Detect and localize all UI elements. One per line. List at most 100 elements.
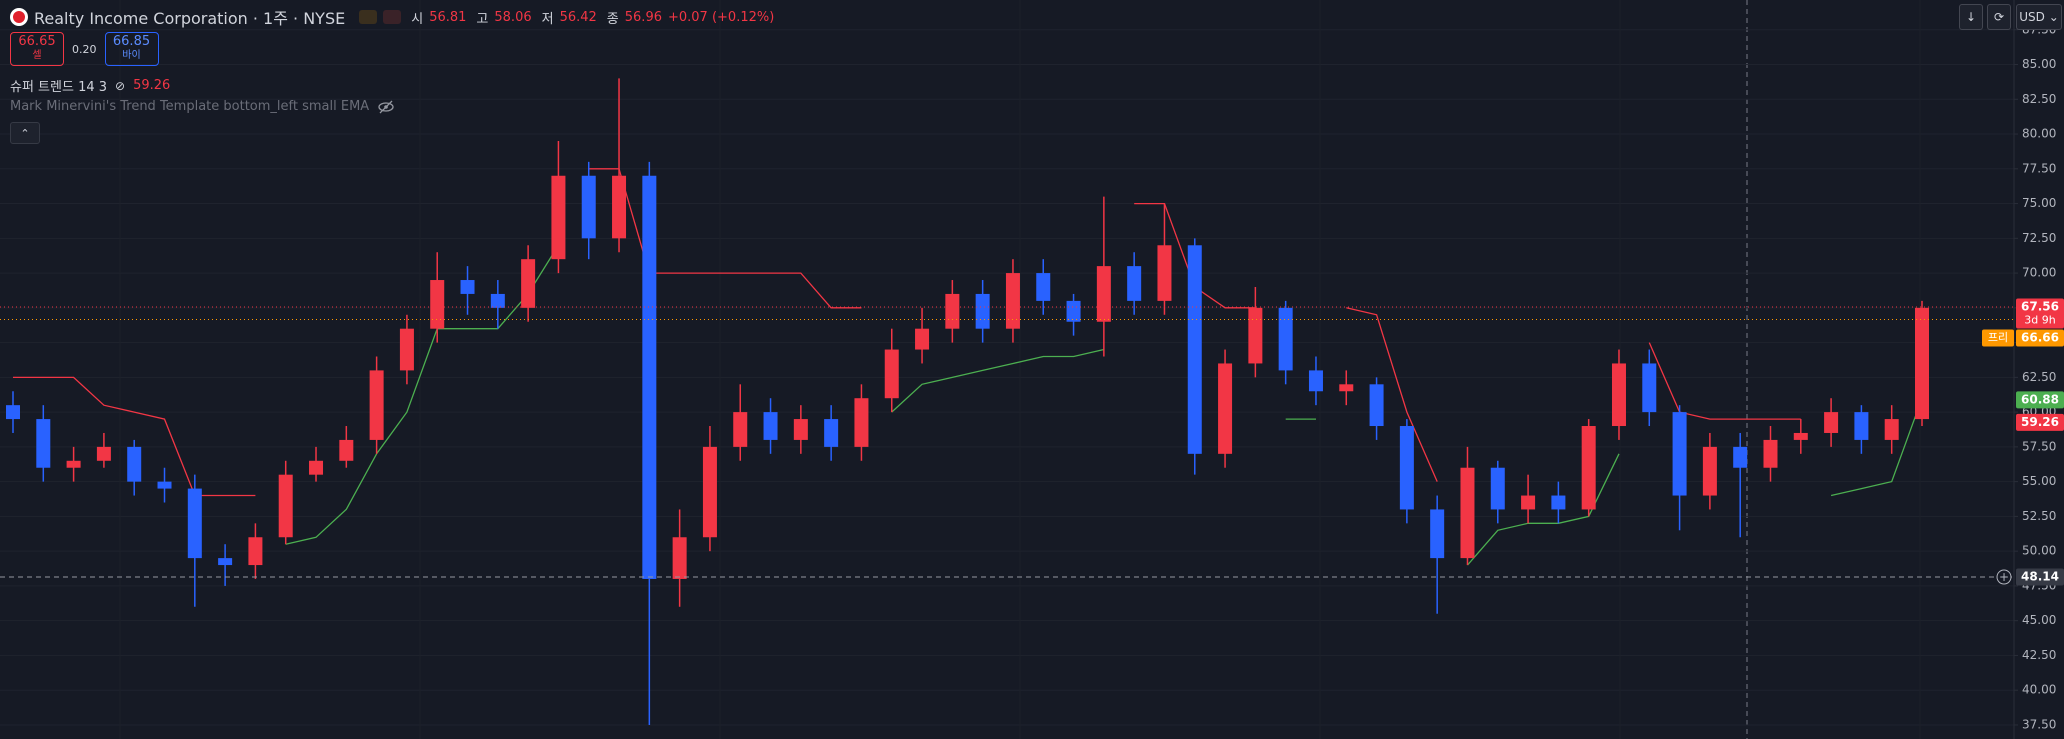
candle-body — [1551, 495, 1566, 510]
candle-body — [490, 293, 505, 308]
candle-body — [96, 446, 111, 461]
currency-button[interactable]: USD ⌄ — [2016, 4, 2062, 30]
price-label-box — [2016, 329, 2064, 347]
price-tag-box — [1982, 329, 2014, 347]
candle-body — [702, 446, 717, 538]
ohlc-value: 56.96 — [624, 9, 662, 25]
candle-body — [369, 370, 384, 440]
candle-body — [430, 280, 445, 329]
currency: USD — [2019, 10, 2045, 24]
price-label-box — [2016, 413, 2064, 431]
candle-body — [1157, 245, 1172, 301]
trade-panel: 66.65 셀 0.20 66.85 바이 — [10, 32, 159, 66]
status-badge — [383, 10, 402, 24]
candle-body — [612, 175, 627, 239]
candle-body — [1218, 363, 1233, 454]
candle-body — [248, 537, 263, 566]
candle-body — [1248, 307, 1263, 364]
candle-body — [1915, 307, 1929, 420]
indicator-name: 슈퍼 트렌드 14 3 — [10, 80, 108, 95]
candle-body — [1854, 412, 1869, 440]
candle-body — [1490, 467, 1505, 510]
candle-body — [1884, 419, 1899, 440]
candle-body — [1763, 439, 1778, 468]
candle-body — [339, 439, 354, 461]
candle-body — [1581, 426, 1596, 510]
candle-body — [824, 419, 839, 447]
y-tick-label: 55.00 — [2022, 474, 2056, 488]
candle-body — [945, 293, 960, 329]
candle-body — [1096, 266, 1111, 322]
y-tick-label: 82.50 — [2022, 92, 2056, 106]
buy-price: 66.85 — [112, 34, 151, 49]
y-tick-label: 50.00 — [2022, 544, 2056, 558]
y-tick-label: 37.50 — [2022, 717, 2056, 731]
price-label: 60.88 — [2021, 392, 2059, 406]
candle-body — [127, 446, 142, 482]
candle-body — [915, 328, 930, 350]
candle-body — [1187, 245, 1202, 454]
indicator-row[interactable]: Mark Minervini's Trend Template bottom_l… — [10, 99, 395, 114]
candle-body — [763, 412, 778, 440]
candle-body — [551, 175, 566, 260]
ohlc-key: 저 — [541, 11, 554, 27]
indicator-icon: ⊘ — [115, 78, 126, 93]
y-tick-label: 77.50 — [2022, 161, 2056, 175]
candle-body — [1066, 300, 1081, 322]
candle-body — [1127, 266, 1142, 301]
y-tick-label: 57.50 — [2022, 439, 2056, 453]
spread: 0.20 — [72, 42, 97, 56]
indicator-row[interactable]: 슈퍼 트렌드 14 3 ⊘ 59.26 — [10, 76, 170, 95]
candle-body — [309, 460, 324, 475]
buy-label: 바이 — [122, 50, 141, 61]
candle-body — [1460, 467, 1475, 559]
candle-body — [399, 328, 414, 371]
candle-body — [66, 460, 81, 468]
y-tick-label: 72.50 — [2022, 231, 2056, 245]
symbol-logo — [10, 8, 28, 26]
price-label-box — [2016, 298, 2064, 329]
candle-body — [1036, 273, 1051, 301]
price-label-box — [2016, 391, 2064, 409]
y-tick-label: 75.00 — [2022, 196, 2056, 210]
market-badge — [359, 10, 378, 24]
candle-body — [36, 419, 51, 468]
symbol-title[interactable]: Realty Income Corporation · 1주 · NYSE — [34, 9, 346, 28]
candle-body — [581, 175, 596, 239]
candle-body — [733, 412, 748, 447]
candle-body — [521, 259, 536, 308]
ohlc-key: 고 — [476, 11, 489, 27]
supertrend-line — [285, 244, 1923, 566]
buy-button[interactable]: 66.85 바이 — [104, 32, 159, 66]
y-tick-label: 80.00 — [2022, 127, 2056, 141]
sell-label: 셀 — [32, 50, 42, 61]
y-tick-label: 42.50 — [2022, 648, 2056, 662]
candle-body — [157, 481, 172, 489]
crosshair-add-button[interactable] — [1996, 569, 2012, 585]
crosshair-label-box — [2016, 568, 2064, 586]
candle-body — [1005, 273, 1020, 329]
candle-body — [187, 488, 202, 559]
ohlc-value: 56.81 — [429, 9, 467, 25]
candle-body — [1430, 509, 1445, 559]
candle-body — [460, 280, 475, 294]
ohlc-key: 종 — [606, 11, 619, 27]
download-button[interactable]: ↓ — [1959, 4, 1983, 30]
sell-button[interactable]: 66.65 셀 — [10, 32, 64, 66]
candle-body — [1369, 384, 1384, 427]
candle-body — [218, 558, 233, 566]
candle-body — [1824, 412, 1839, 433]
crosshair-plus: + — [1999, 570, 2009, 584]
ohlc-value: 58.06 — [494, 9, 532, 25]
y-tick-label: 62.50 — [2022, 370, 2056, 384]
price-label-sub: 3d 9h — [2024, 314, 2055, 327]
price-label: 67.56 — [2021, 300, 2059, 314]
candle-body — [1672, 412, 1687, 496]
candle-body — [975, 293, 990, 329]
refresh-button[interactable]: ⟳ — [1987, 4, 2011, 30]
collapse-button[interactable]: ⌃ — [10, 122, 40, 144]
candle-body — [1793, 432, 1808, 440]
change: +0.07 (+0.12%) — [667, 9, 775, 25]
